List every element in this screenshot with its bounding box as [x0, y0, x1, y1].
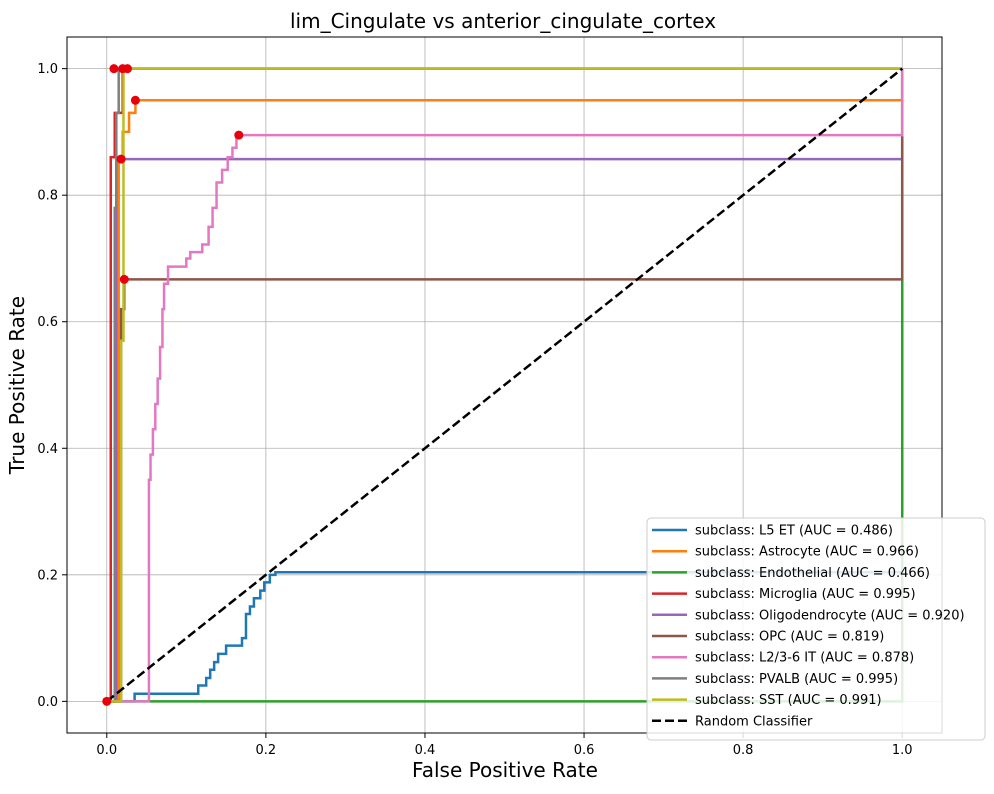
y-tick-label: 0.6: [37, 315, 58, 330]
legend-entry-label: subclass: Microglia (AUC = 0.995): [695, 587, 916, 602]
y-tick-label: 0.4: [37, 442, 58, 457]
legend-entry-label: subclass: L2/3-6 IT (AUC = 0.878): [695, 651, 914, 666]
x-tick-label: 0.4: [415, 743, 436, 758]
series-line-subclass-pvalb-auc-0-995: [106, 67, 903, 703]
plot-area: [102, 64, 904, 706]
series-line-subclass-l2-3-6-it-auc-0-878: [106, 68, 904, 703]
series-line-random-classifier: [105, 67, 904, 703]
legend-entry-label: subclass: OPC (AUC = 0.819): [695, 630, 884, 645]
y-axis-label: True Positive Rate: [5, 296, 29, 475]
optimal-threshold-point: [122, 64, 132, 74]
legend-entry-label: subclass: L5 ET (AUC = 0.486): [695, 524, 893, 539]
optimal-threshold-point: [119, 274, 129, 284]
x-tick-label: 0.2: [256, 743, 277, 758]
legend-entry-label: subclass: SST (AUC = 0.991): [695, 693, 882, 708]
legend-entry-label: subclass: Endothelial (AUC = 0.466): [695, 566, 930, 581]
axes-frame: [66, 36, 943, 734]
optimal-threshold-point: [109, 64, 119, 74]
y-tick-label: 0.0: [37, 695, 58, 710]
y-tick-label: 1.0: [37, 62, 58, 77]
x-axis-label: False Positive Rate: [412, 758, 598, 782]
legend-entry-label: Random Classifier: [695, 714, 813, 729]
origin-point: [102, 696, 112, 706]
chart-title: lim_Cingulate vs anterior_cingulate_cort…: [290, 9, 716, 33]
series-line-subclass-sst-auc-0-991: [106, 67, 903, 703]
legend-entry-label: subclass: Oligodendrocyte (AUC = 0.920): [695, 608, 965, 623]
x-tick-label: 0.8: [733, 743, 754, 758]
x-tick-label: 0.0: [96, 743, 117, 758]
x-tick-label: 1.0: [892, 743, 913, 758]
series-line-subclass-astrocyte-auc-0-966: [106, 68, 904, 703]
y-tick-label: 0.2: [37, 568, 58, 583]
optimal-threshold-point: [130, 95, 140, 105]
legend: subclass: L5 ET (AUC = 0.486) subclass: A…: [646, 517, 986, 741]
legend-entry-label: subclass: Astrocyte (AUC = 0.966): [695, 545, 919, 560]
axis-ticks: 0.0 0.2 0.4 0.6 0.8 1.0 0.0 0.2 0.4 0.6 0.8 1.0: [37, 62, 912, 758]
x-tick-label: 0.6: [574, 743, 595, 758]
series-line-subclass-l5-et-auc-0-486: [106, 68, 904, 703]
optimal-threshold-point: [116, 154, 126, 164]
y-tick-label: 0.8: [37, 189, 58, 204]
legend-entry-label: subclass: PVALB (AUC = 0.995): [695, 672, 898, 687]
optimal-threshold-point: [234, 130, 244, 140]
legend-box: [646, 517, 986, 741]
